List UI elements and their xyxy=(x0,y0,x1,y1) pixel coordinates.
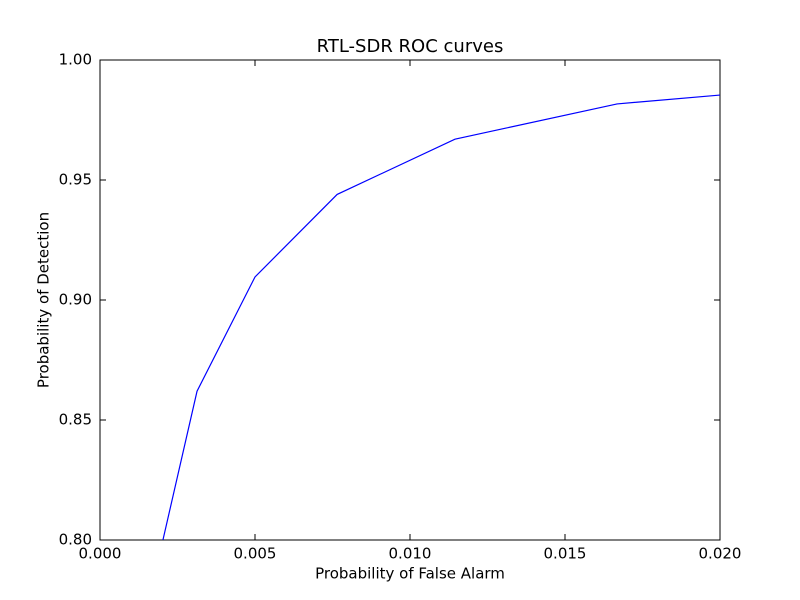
plot-frame xyxy=(99,59,721,541)
x-axis-label: Probability of False Alarm xyxy=(315,565,505,583)
x-tick-label: 0.000 xyxy=(79,545,122,563)
chart-title: RTL-SDR ROC curves xyxy=(317,36,504,57)
y-tick-label: 0.80 xyxy=(59,531,92,549)
x-tick-label: 0.005 xyxy=(234,545,277,563)
x-tick-label: 0.010 xyxy=(389,545,432,563)
x-tick-label: 0.015 xyxy=(544,545,587,563)
y-tick-label: 0.90 xyxy=(59,291,92,309)
y-axis-label: Probability of Detection xyxy=(35,212,53,388)
y-tick-label: 0.95 xyxy=(59,171,92,189)
data-line xyxy=(162,94,720,540)
y-tick-label: 0.85 xyxy=(59,411,92,429)
y-tick-label: 1.00 xyxy=(59,51,92,69)
x-tick-label: 0.020 xyxy=(699,545,742,563)
